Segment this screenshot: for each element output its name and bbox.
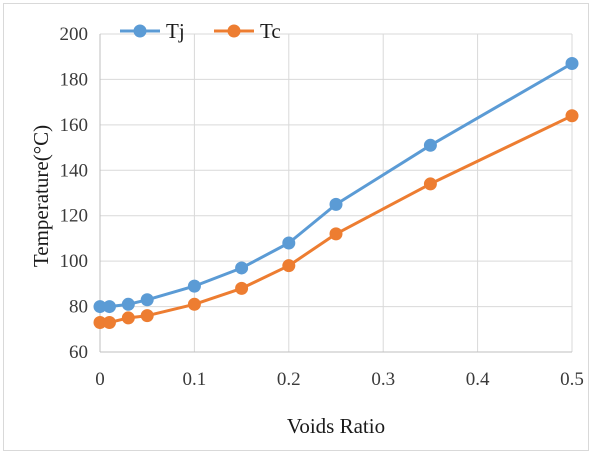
y-tick-label: 160 (60, 115, 89, 136)
series-line-tj (100, 62, 573, 309)
series-line-tc (100, 114, 573, 324)
gridlines (100, 33, 573, 353)
data-point-tj (329, 197, 343, 211)
legend-label-tc: Tc (260, 19, 281, 43)
x-tick-label: 0.5 (560, 369, 584, 390)
chart-frame: 60 80 100 120 140 160 180 200 0 0.1 0.2 0.3 0.4 0.5 T… (3, 3, 589, 451)
legend-label-tj: Tj (166, 19, 185, 43)
y-tick-label: 180 (60, 69, 89, 90)
data-point-tj (187, 279, 201, 293)
data-point-tc (329, 227, 343, 241)
data-point-tc (93, 315, 107, 329)
legend-item-tj: Tj (120, 19, 185, 43)
x-tick-label: 0.3 (371, 369, 395, 390)
data-point-tj (423, 138, 437, 152)
axes (99, 34, 572, 353)
data-point-tj (235, 261, 249, 275)
y-tick-label: 80 (69, 297, 88, 318)
data-point-tc (235, 281, 249, 295)
series-tj (93, 57, 579, 314)
y-axis-label: Temperature(°C) (29, 125, 53, 267)
data-point-tc (140, 309, 154, 323)
data-point-tj (93, 300, 107, 314)
data-point-tj (140, 293, 154, 307)
data-point-tj (121, 297, 135, 311)
y-tick-label: 140 (60, 160, 89, 181)
data-point-tc (102, 315, 116, 329)
data-point-tc (121, 311, 135, 325)
x-tick-label: 0.1 (183, 369, 207, 390)
data-point-tc (282, 259, 296, 273)
data-point-tj (282, 236, 296, 250)
data-point-tc (423, 177, 437, 191)
y-tick-label: 60 (69, 342, 88, 363)
tick-labels: 60 80 100 120 140 160 180 200 0 0.1 0.2 0.3 0.4 0.5 (60, 24, 584, 390)
x-axis-label: Voids Ratio (287, 414, 385, 438)
y-tick-label: 120 (60, 206, 89, 227)
x-tick-label: 0 (95, 369, 105, 390)
y-tick-label: 100 (60, 251, 89, 272)
line-chart: 60 80 100 120 140 160 180 200 0 0.1 0.2 0.3 0.4 0.5 T… (29, 19, 584, 438)
x-tick-label: 0.2 (277, 369, 301, 390)
data-point-tc (565, 109, 579, 123)
data-point-tj (102, 300, 116, 314)
data-series (93, 57, 579, 329)
series-tc (93, 109, 579, 329)
data-point-tj (565, 57, 579, 71)
legend: Tj Tc (120, 19, 281, 43)
y-tick-label: 200 (60, 24, 89, 45)
legend-marker-tj (133, 24, 147, 38)
data-point-tc (187, 297, 201, 311)
legend-item-tc: Tc (214, 19, 281, 43)
x-tick-label: 0.4 (466, 369, 490, 390)
legend-marker-tc (227, 24, 241, 38)
